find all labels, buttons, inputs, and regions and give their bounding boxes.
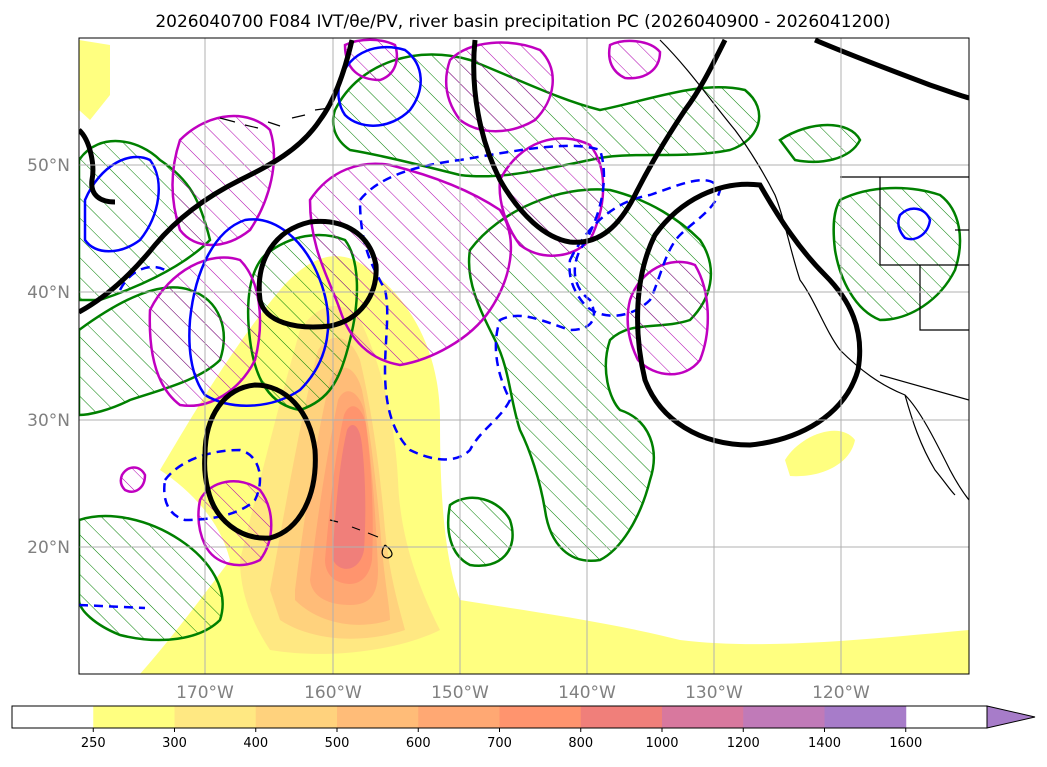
colorbar-cell: [93, 706, 175, 728]
lon-label-170w: 170°W: [176, 683, 234, 703]
colorbar-tick-label: 1400: [808, 736, 841, 751]
black-contour-trough-east: [635, 181, 863, 448]
colorbar-cell: [824, 706, 907, 728]
state-border-2: [919, 265, 969, 331]
black-contours: [79, 38, 969, 541]
state-border-mex: [879, 374, 969, 401]
longitude-labels: 170°W 160°W 150°W 140°W 130°W 120°W: [176, 683, 870, 703]
colorbar-tick-label: 400: [243, 736, 268, 751]
colorbar-tick-label: 250: [81, 736, 106, 751]
colorbar-cell: [255, 706, 338, 728]
colorbar-cell: [499, 706, 582, 728]
colorbar-cell: [662, 706, 744, 728]
magenta-region-small: [119, 466, 147, 493]
colorbar-tick-label: 500: [325, 736, 350, 751]
colorbar-tick-label: 1000: [645, 736, 678, 751]
blue-dashed-central: [358, 144, 606, 461]
black-contour-nw: [79, 128, 116, 205]
colorbar-tick-label: 1600: [889, 736, 922, 751]
colorbar-cells: [12, 706, 907, 728]
lon-label-160w: 160°W: [304, 683, 362, 703]
map-panel: [79, 38, 969, 674]
colorbar-extend-arrow: [986, 705, 1036, 729]
colorbar-ticks: 250 300 400 500 600 700 800 1000 1200 1400 1600: [81, 728, 922, 751]
colorbar-tick-label: 300: [162, 736, 187, 751]
magenta-region-top-right: [608, 39, 662, 80]
lat-label-30n: 30°N: [27, 411, 70, 431]
colorbar-tick-label: 1200: [727, 736, 760, 751]
state-border-1: [879, 177, 969, 266]
colorbar-cell: [174, 706, 257, 728]
black-contour-ne: [814, 38, 969, 101]
colorbar-tick-label: 600: [406, 736, 431, 751]
lon-label-120w: 120°W: [812, 683, 870, 703]
magenta-region-east: [626, 260, 710, 376]
colorbar-cell: [743, 706, 825, 728]
lat-label-40n: 40°N: [27, 283, 70, 303]
magenta-region-ne: [498, 137, 605, 257]
green-region-east: [832, 186, 962, 322]
figure-title: 2026040700 F084 IVT/θe/PV, river basin p…: [155, 12, 890, 32]
green-region-south: [446, 496, 514, 568]
magenta-region-north: [444, 41, 554, 133]
blue-dashed-left: [118, 265, 166, 291]
latitude-labels: 50°N 40°N 30°N 20°N: [27, 156, 70, 558]
colorbar-cell: [418, 706, 500, 728]
colorbar-tick-label: 800: [568, 736, 593, 751]
colorbar: 250 300 400 500 600 700 800 1000 1200 1400 1600: [11, 705, 1036, 751]
black-contour-pv-south: [202, 382, 318, 541]
coastline-north-america: [659, 39, 969, 501]
black-contour-ridge-north: [471, 38, 728, 245]
colorbar-cell: [580, 706, 663, 728]
blue-dashed-west: [79, 603, 146, 610]
coastline-hawaii: [329, 519, 393, 559]
colorbar-cell: [12, 706, 94, 728]
magenta-region-nw: [171, 114, 276, 247]
blue-solid-east-small: [897, 207, 932, 241]
ivt-250-region: [79, 40, 110, 120]
green-region-east-north: [778, 123, 862, 164]
gridlines: [79, 38, 969, 674]
colorbar-tick-label: 700: [487, 736, 512, 751]
ivt-250-region-east: [785, 430, 855, 477]
coastline-baja: [904, 394, 956, 496]
ivt-800-region: [333, 425, 366, 569]
lon-label-150w: 150°W: [431, 683, 489, 703]
blue-dashed-sw: [163, 448, 262, 522]
coastline-aleutians: [219, 107, 331, 129]
lon-label-140w: 140°W: [558, 683, 616, 703]
lat-label-20n: 20°N: [27, 538, 70, 558]
colorbar-cell: [337, 706, 419, 728]
blue-solid-nw: [83, 155, 160, 253]
black-contour-west: [79, 39, 355, 315]
map-frame: [78, 37, 970, 675]
lon-label-130w: 130°W: [685, 683, 743, 703]
blue-solid-north: [337, 45, 422, 127]
black-contour-pv-central: [256, 218, 379, 330]
coastlines: [219, 39, 969, 559]
magenta-region-south: [197, 480, 273, 567]
lat-label-50n: 50°N: [27, 156, 70, 176]
magenta-region-top: [343, 38, 399, 82]
